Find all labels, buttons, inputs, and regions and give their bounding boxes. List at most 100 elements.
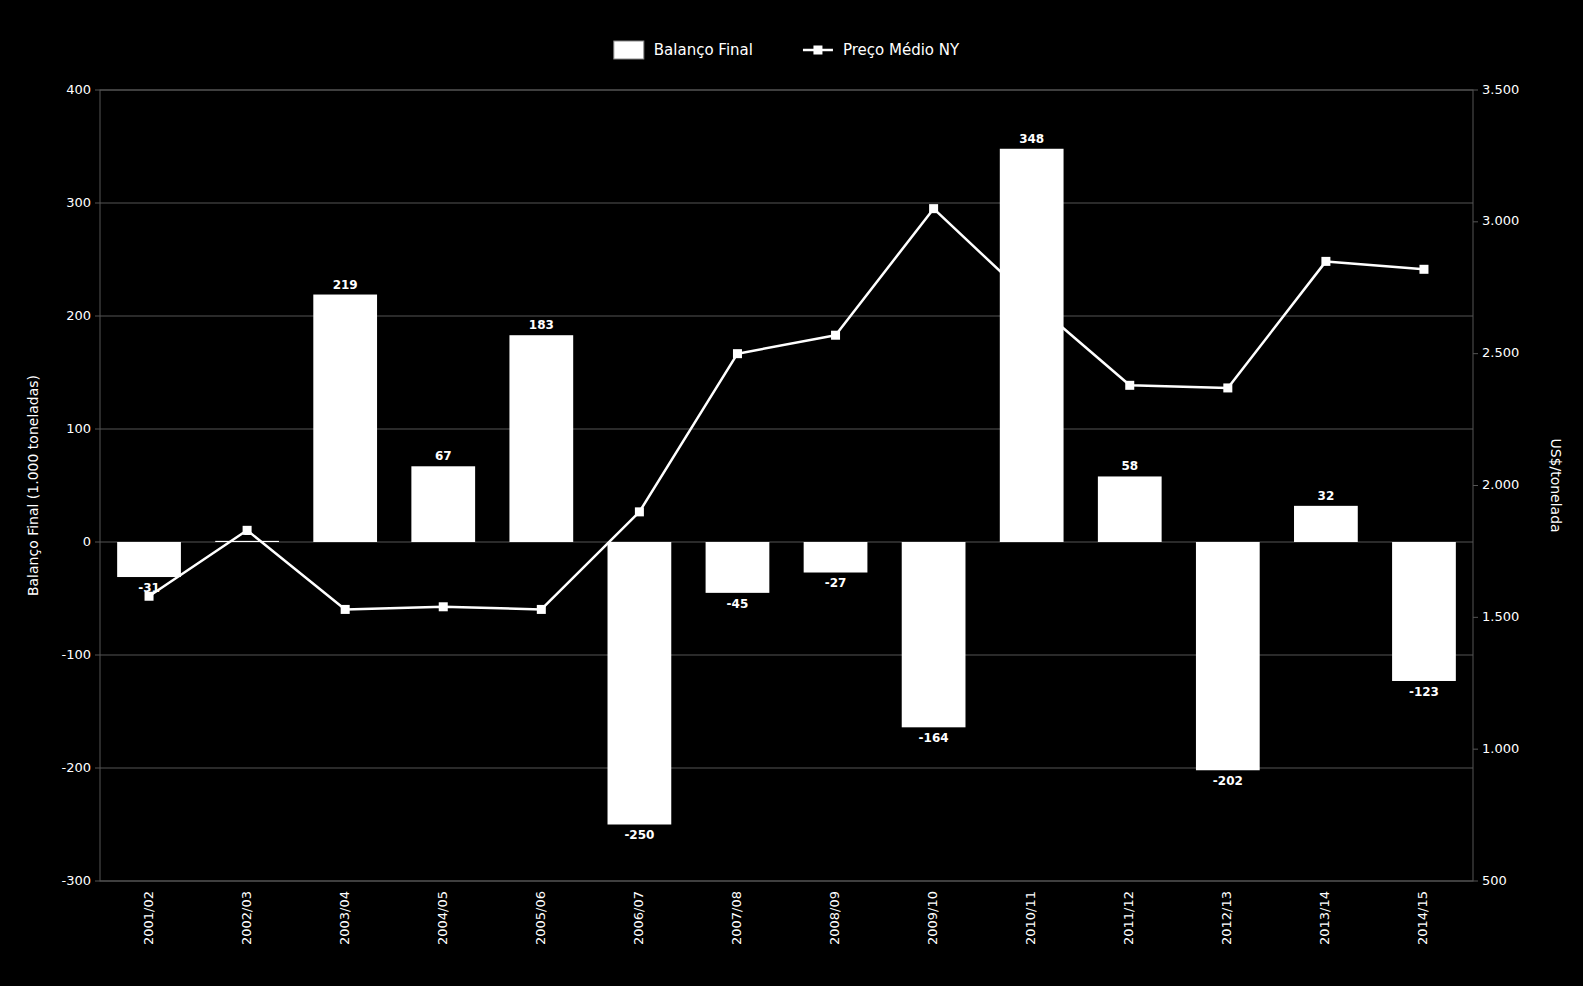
line-marker: [635, 507, 644, 516]
data-label: 67: [435, 449, 452, 463]
legend-item: Preço Médio NY: [803, 41, 960, 59]
y-tick: [95, 542, 100, 543]
bar: [411, 466, 475, 542]
bar: [215, 541, 279, 542]
line-marker: [929, 204, 938, 213]
legend-label: Balanço Final: [654, 41, 753, 59]
y-tick: [95, 429, 100, 430]
data-label: -164: [919, 731, 949, 745]
bar: [1098, 476, 1162, 542]
data-label: 32: [1318, 489, 1335, 503]
x-tick-label: 2009/10: [925, 891, 940, 945]
line-marker: [439, 602, 448, 611]
data-label: -202: [1213, 774, 1243, 788]
bar: [1294, 506, 1358, 542]
x-tick-label: 2013/14: [1317, 891, 1332, 945]
bar: [509, 335, 573, 542]
y-tick: [95, 881, 100, 882]
y-tick-label: -200: [61, 760, 91, 775]
line: [149, 209, 1424, 610]
legend-item: Balanço Final: [614, 41, 753, 60]
line-marker: [733, 349, 742, 358]
legend: Balanço Final Preço Médio NY: [614, 41, 960, 60]
data-labels: -31 1 219 67 183 -250 -45 -27 -164 348 58 -202 32 -12…: [138, 132, 1439, 843]
y2-tick: [1473, 617, 1478, 618]
grid: [100, 90, 1473, 881]
y-axis-title: Balanço Final (1.000 toneladas): [25, 375, 41, 596]
axes: -300-200-10001002003004005001.0001.5002.…: [25, 82, 1564, 946]
line-marker: [1125, 381, 1134, 390]
x-tick-label: 2006/07: [631, 891, 646, 945]
bar: [902, 542, 966, 727]
y2-tick: [1473, 485, 1478, 486]
x-tick-label: 2005/06: [533, 891, 548, 945]
legend-label: Preço Médio NY: [843, 41, 960, 59]
bar: [706, 542, 770, 593]
data-label: 183: [529, 318, 554, 332]
x-tick-label: 2011/12: [1121, 891, 1136, 945]
data-label: 58: [1121, 459, 1138, 473]
bar: [1000, 149, 1064, 542]
legend-swatch: [614, 41, 644, 59]
bar: [117, 542, 181, 577]
data-label: -123: [1409, 685, 1439, 699]
data-label: 219: [333, 278, 358, 292]
y2-tick-label: 2.500: [1482, 345, 1519, 360]
line-marker: [831, 331, 840, 340]
grid-line: [100, 542, 1473, 543]
bar: [313, 295, 377, 542]
background: [0, 0, 1583, 986]
line-marker: [1321, 257, 1330, 266]
y2-axis-title: US$/tonelada: [1548, 438, 1564, 532]
grid-line: [100, 655, 1473, 656]
x-tick-label: 2003/04: [337, 891, 352, 945]
bar: [1392, 542, 1456, 681]
y-tick: [95, 655, 100, 656]
data-label: 348: [1019, 132, 1044, 146]
bar: [608, 542, 672, 825]
y2-tick-label: 3.500: [1482, 82, 1519, 97]
y-tick: [95, 203, 100, 204]
y-tick-label: 200: [66, 308, 91, 323]
y-tick-label: 100: [66, 421, 91, 436]
line-marker: [341, 605, 350, 614]
y-tick: [95, 90, 100, 91]
y2-tick-label: 500: [1482, 873, 1507, 888]
grid-line: [100, 203, 1473, 204]
bar: [804, 542, 868, 573]
x-tick-label: 2010/11: [1023, 891, 1038, 945]
grid-line: [100, 768, 1473, 769]
grid-line: [100, 429, 1473, 430]
y2-tick-label: 1.500: [1482, 609, 1519, 624]
line-marker: [1223, 383, 1232, 392]
y2-tick-label: 2.000: [1482, 477, 1519, 492]
data-label: -45: [727, 597, 749, 611]
x-tick-label: 2004/05: [435, 891, 450, 945]
y-tick: [95, 768, 100, 769]
x-tick-label: 2014/15: [1415, 891, 1430, 945]
x-tick-label: 2007/08: [729, 891, 744, 945]
x-tick-label: 2002/03: [239, 891, 254, 945]
y2-tick-label: 3.000: [1482, 213, 1519, 228]
data-label: -27: [825, 576, 847, 590]
bar: [1196, 542, 1260, 770]
data-label: -250: [624, 828, 654, 842]
grid-line: [100, 316, 1473, 317]
y-tick-label: 0: [83, 534, 91, 549]
y2-tick: [1473, 221, 1478, 222]
x-tick-label: 2012/13: [1219, 891, 1234, 945]
x-tick-label: 2001/02: [141, 891, 156, 945]
y-tick-label: -300: [61, 873, 91, 888]
x-tick-label: 2008/09: [827, 891, 842, 945]
data-label: 1: [243, 524, 251, 538]
plot-frame: [100, 90, 1473, 881]
line-marker: [1419, 265, 1428, 274]
line-marker: [537, 605, 546, 614]
marks: [117, 149, 1456, 825]
y2-tick: [1473, 881, 1478, 882]
y-tick-label: -100: [61, 647, 91, 662]
y2-tick: [1473, 749, 1478, 750]
data-label: -31: [138, 581, 160, 595]
y2-tick: [1473, 353, 1478, 354]
y-tick: [95, 316, 100, 317]
